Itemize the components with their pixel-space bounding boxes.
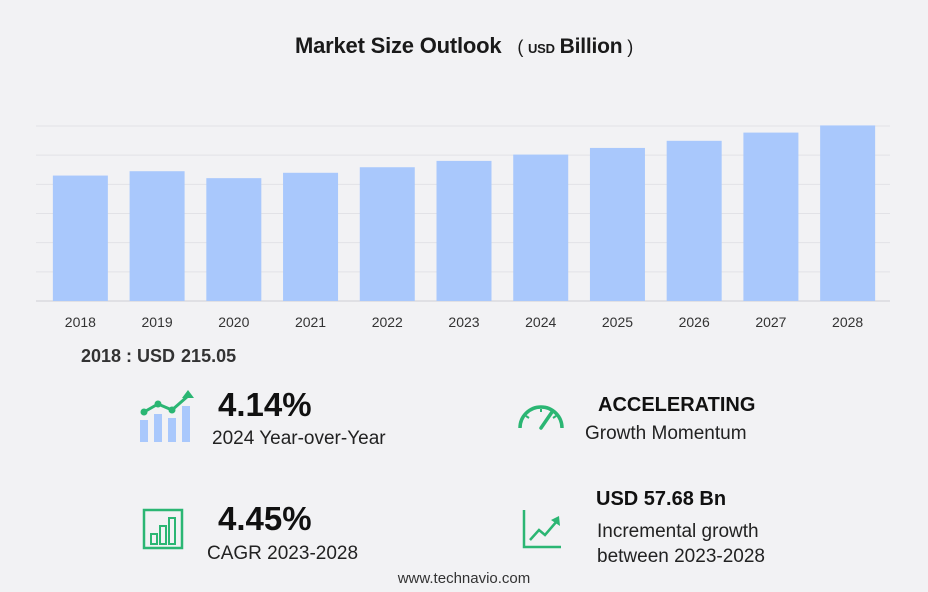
- bar-2024: [513, 154, 569, 301]
- bar-2026: [666, 140, 722, 301]
- yoy-label: 2024 Year-over-Year: [212, 428, 386, 449]
- incremental-label-line2: between 2023-2028: [597, 546, 765, 567]
- yoy-value: 4.14%: [218, 386, 312, 423]
- cagr-label: CAGR 2023-2028: [207, 543, 359, 564]
- bar-2018: [52, 175, 108, 301]
- x-tick-label: 2028: [832, 314, 863, 330]
- bar-2028: [820, 125, 876, 302]
- footer-source: www.technavio.com: [397, 570, 531, 587]
- chart-title-main: Market Size Outlook: [294, 33, 502, 58]
- bar-2027: [743, 132, 799, 301]
- momentum-value: ACCELERATING: [598, 394, 756, 416]
- x-tick-label: 2023: [448, 314, 479, 330]
- bar-2022: [359, 167, 415, 301]
- bar-2020: [206, 178, 262, 301]
- chart-title: Market Size Outlook ( USD Billion ): [0, 33, 928, 59]
- incremental-value: USD 57.68 Bn: [596, 488, 727, 510]
- cagr-value: 4.45%: [218, 500, 312, 537]
- bar-2025: [589, 147, 645, 301]
- speedometer-icon: [518, 405, 564, 430]
- x-tick-label: 2019: [142, 314, 173, 330]
- growth-bars-icon: [140, 390, 194, 442]
- x-tick-label: 2024: [525, 314, 556, 330]
- x-tick-label: 2018: [65, 314, 96, 330]
- momentum-label: Growth Momentum: [585, 423, 747, 444]
- x-tick-label: 2020: [218, 314, 249, 330]
- chart-title-unit: ( USD Billion ): [517, 35, 634, 58]
- x-tick-label: 2025: [602, 314, 633, 330]
- trend-line-icon: [522, 510, 561, 549]
- incremental-label-line1: Incremental growth: [597, 521, 759, 542]
- x-tick-label: 2022: [372, 314, 403, 330]
- bar-2021: [283, 172, 339, 301]
- bar-2023: [436, 160, 492, 301]
- x-tick-label: 2027: [755, 314, 786, 330]
- bar-chart-icon: [142, 508, 184, 550]
- x-tick-label: 2021: [295, 314, 326, 330]
- base-year-value: 2018 : USD 215.05: [81, 346, 237, 366]
- bar-chart: 2018 2019 2020 2021 2022 2023 2024 2025 2026 2027…: [36, 125, 890, 330]
- bar-2019: [129, 171, 185, 301]
- x-tick-label: 2026: [679, 314, 710, 330]
